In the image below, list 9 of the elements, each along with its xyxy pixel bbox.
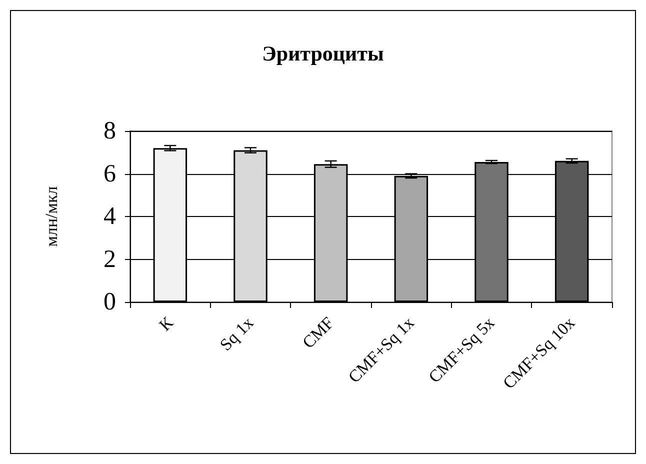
y-axis-title: млн/мкл	[42, 186, 61, 247]
y-tick-label: 6	[104, 160, 116, 188]
chart-title: Эритроциты	[262, 42, 384, 66]
x-tick-label: К	[155, 312, 178, 335]
y-tick-label: 2	[104, 246, 116, 273]
y-tick-label: 4	[104, 203, 116, 230]
y-tick-label: 0	[104, 288, 116, 316]
y-tick-label: 8	[104, 118, 116, 144]
x-tick-label: Sq 1x	[216, 312, 258, 354]
